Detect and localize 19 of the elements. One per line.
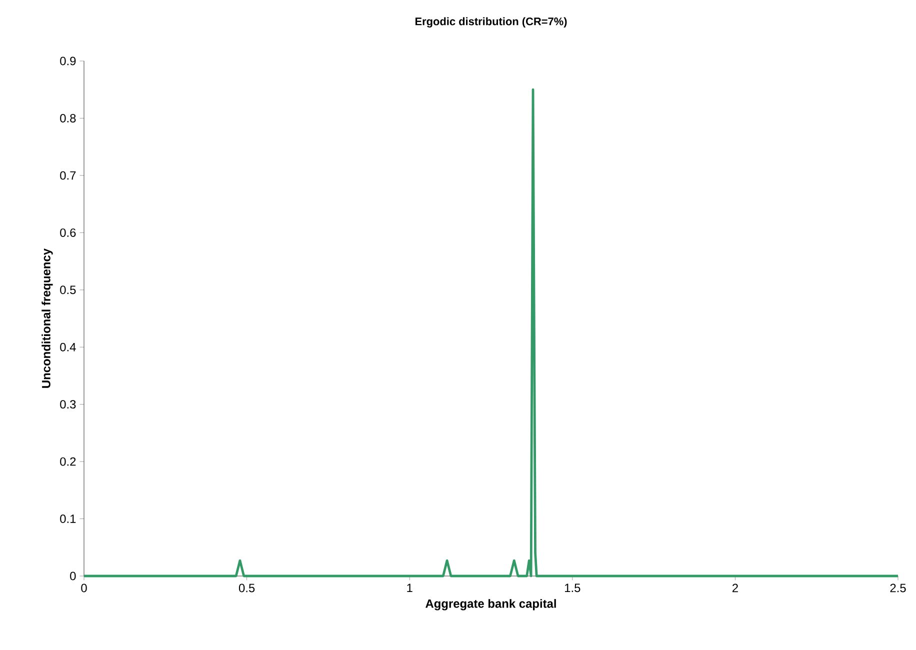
x-tick-label: 0 — [81, 584, 87, 592]
y-tick-label: 0.3 — [60, 400, 76, 409]
x-tick-label: 2.5 — [890, 584, 906, 592]
x-tick-label: 2 — [732, 584, 738, 592]
x-tick-label: 0.5 — [238, 584, 255, 592]
chart-title: Ergodic distribution (CR=7%) — [415, 17, 567, 28]
y-axis-title: Unconditional frequency — [42, 248, 53, 388]
y-tick-label: 0.2 — [60, 457, 76, 466]
y-tick-label: 0.4 — [60, 342, 76, 352]
x-tick-label: 1 — [407, 584, 412, 592]
x-tick-label: 1.5 — [565, 584, 580, 592]
y-tick-label: 0.7 — [60, 171, 76, 180]
y-tick-label: 0.9 — [60, 56, 76, 66]
x-axis-title: Aggregate bank capital — [426, 599, 556, 610]
y-tick-label: 0.5 — [60, 286, 76, 294]
y-tick-label: 0.8 — [60, 114, 76, 122]
y-tick-label: 0.1 — [60, 514, 76, 524]
y-tick-label: 0.6 — [60, 228, 76, 237]
y-tick-label: 0 — [70, 572, 76, 580]
